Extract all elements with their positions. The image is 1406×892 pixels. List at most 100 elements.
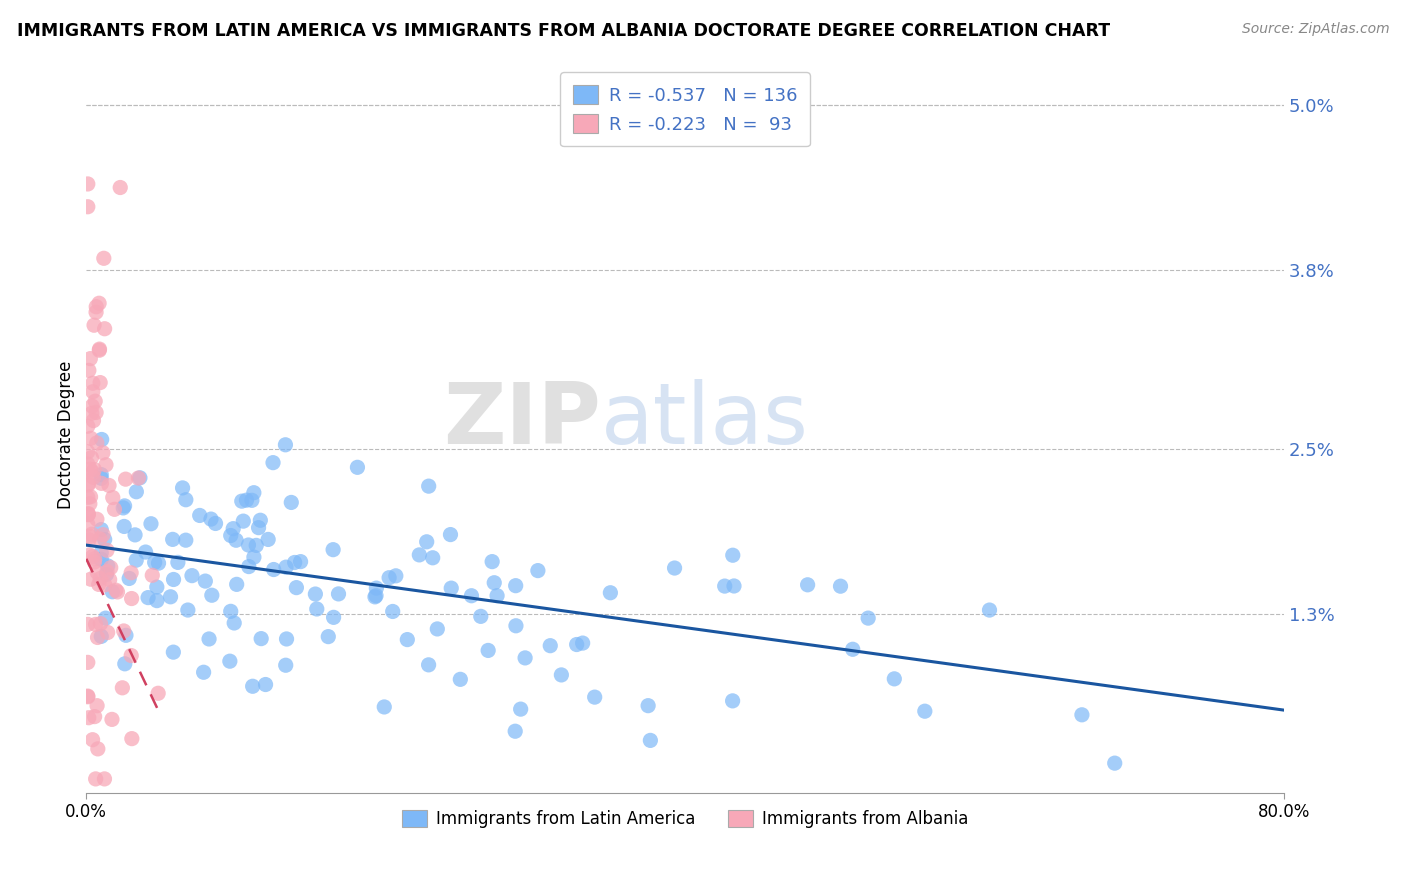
Point xyxy=(219,604,242,618)
Point xyxy=(90,471,112,485)
Point xyxy=(124,528,146,542)
Point xyxy=(86,566,108,580)
Point xyxy=(364,589,387,603)
Point xyxy=(188,508,211,523)
Point xyxy=(159,590,181,604)
Point xyxy=(316,630,339,644)
Point xyxy=(243,485,266,500)
Point xyxy=(76,457,98,471)
Point xyxy=(439,527,461,541)
Point xyxy=(162,645,184,659)
Point xyxy=(322,610,344,624)
Point xyxy=(162,533,184,547)
Point xyxy=(139,516,162,531)
Legend: Immigrants from Latin America, Immigrants from Albania: Immigrants from Latin America, Immigrant… xyxy=(395,803,974,834)
Point xyxy=(796,578,818,592)
Point xyxy=(83,318,105,333)
Point xyxy=(565,638,588,652)
Point xyxy=(76,689,98,703)
Point xyxy=(94,578,117,592)
Point xyxy=(721,694,744,708)
Point xyxy=(77,478,100,492)
Text: IMMIGRANTS FROM LATIN AMERICA VS IMMIGRANTS FROM ALBANIA DOCTORATE DEGREE CORREL: IMMIGRANTS FROM LATIN AMERICA VS IMMIGRA… xyxy=(17,22,1109,40)
Point xyxy=(1070,707,1092,722)
Point xyxy=(225,533,247,548)
Point xyxy=(83,555,105,569)
Point xyxy=(96,543,118,558)
Point xyxy=(114,472,136,486)
Point xyxy=(418,479,440,493)
Point xyxy=(84,305,107,319)
Point xyxy=(96,565,118,579)
Point xyxy=(883,672,905,686)
Point xyxy=(76,508,98,522)
Point xyxy=(89,572,111,586)
Point xyxy=(91,446,114,460)
Point xyxy=(90,433,112,447)
Point xyxy=(181,568,204,582)
Point xyxy=(235,493,257,508)
Point xyxy=(76,200,98,214)
Point xyxy=(470,609,492,624)
Point xyxy=(249,513,271,527)
Y-axis label: Doctorate Degree: Doctorate Degree xyxy=(58,361,75,509)
Point xyxy=(290,555,312,569)
Point xyxy=(121,591,143,606)
Point xyxy=(82,470,104,484)
Point xyxy=(77,507,100,521)
Point xyxy=(232,514,254,528)
Point xyxy=(346,460,368,475)
Point xyxy=(76,617,98,632)
Point xyxy=(723,579,745,593)
Point xyxy=(250,632,273,646)
Point xyxy=(571,636,593,650)
Point xyxy=(98,573,121,587)
Point xyxy=(82,466,104,480)
Point xyxy=(83,462,105,476)
Point xyxy=(125,553,148,567)
Point xyxy=(112,519,135,533)
Point xyxy=(114,657,136,671)
Point xyxy=(225,577,247,591)
Point xyxy=(231,494,253,508)
Point xyxy=(200,512,222,526)
Point xyxy=(111,681,134,695)
Point xyxy=(76,690,98,704)
Point xyxy=(477,643,499,657)
Point xyxy=(174,533,197,548)
Point xyxy=(146,580,169,594)
Point xyxy=(224,615,246,630)
Point xyxy=(328,587,350,601)
Point xyxy=(481,555,503,569)
Point xyxy=(121,731,143,746)
Point xyxy=(115,628,138,642)
Point xyxy=(177,603,200,617)
Point xyxy=(550,668,572,682)
Point xyxy=(82,384,104,399)
Point xyxy=(101,491,124,505)
Point xyxy=(112,624,135,638)
Point xyxy=(84,772,107,786)
Point xyxy=(93,772,115,786)
Point xyxy=(527,564,550,578)
Point xyxy=(80,527,103,541)
Point xyxy=(366,581,388,595)
Point xyxy=(80,399,103,413)
Point xyxy=(103,502,125,516)
Point xyxy=(90,546,112,560)
Point xyxy=(509,702,531,716)
Point xyxy=(979,603,1001,617)
Point xyxy=(396,632,419,647)
Point xyxy=(86,512,108,526)
Point xyxy=(120,566,142,580)
Point xyxy=(86,698,108,713)
Text: Source: ZipAtlas.com: Source: ZipAtlas.com xyxy=(1241,22,1389,37)
Point xyxy=(84,300,107,314)
Point xyxy=(77,533,100,547)
Point xyxy=(82,413,104,427)
Point xyxy=(79,490,101,504)
Point xyxy=(418,657,440,672)
Point xyxy=(305,602,328,616)
Point xyxy=(82,732,104,747)
Point xyxy=(538,639,561,653)
